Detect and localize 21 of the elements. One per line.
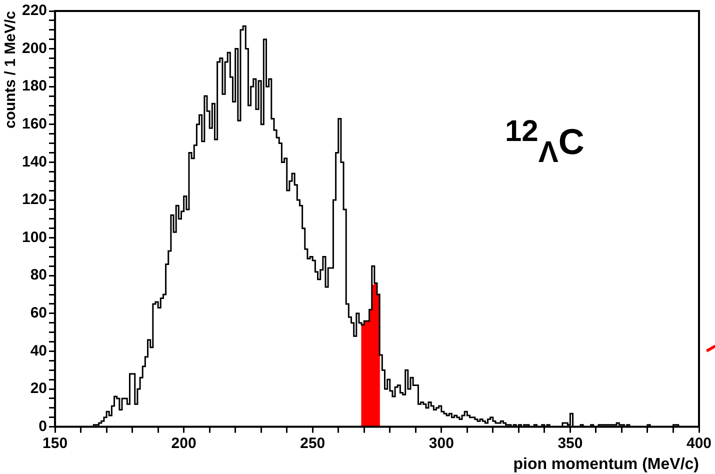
y-tick-label: 60 xyxy=(30,304,48,322)
y-tick-label: 20 xyxy=(30,380,48,398)
y-tick-label: 120 xyxy=(22,191,48,208)
y-tick-label: 80 xyxy=(30,266,48,284)
y-tick-label: 160 xyxy=(22,116,48,133)
y-axis-title: counts / 1 MeV/c xyxy=(2,11,20,129)
y-tick-label: 40 xyxy=(30,342,48,360)
x-tick-label: 350 xyxy=(558,434,583,452)
bar xyxy=(361,324,364,426)
y-tick-label: 200 xyxy=(22,40,48,57)
x-tick-label: 400 xyxy=(686,434,712,452)
x-axis-title: pion momentum (MeV/c) xyxy=(513,456,699,473)
x-tick-label: 300 xyxy=(428,434,454,452)
y-tick-label: 180 xyxy=(22,78,48,95)
y-tick-label: 220 xyxy=(22,2,48,20)
y-tick-label: 140 xyxy=(22,153,48,170)
y-tick-label: 100 xyxy=(22,228,48,246)
x-tick-label: 200 xyxy=(171,434,196,452)
y-tick-label: 0 xyxy=(38,418,48,435)
x-tick-label: 150 xyxy=(42,434,68,452)
x-tick-label: 250 xyxy=(300,434,326,452)
